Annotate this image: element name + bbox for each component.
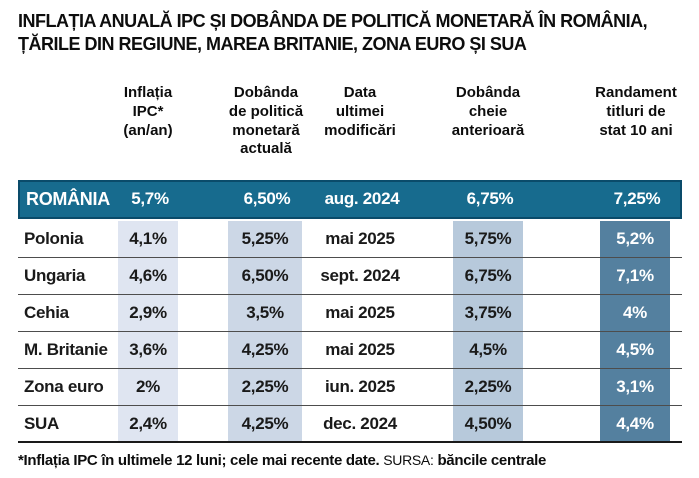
country-label: Cehia — [24, 303, 69, 322]
inflation-value: 4,6% — [129, 266, 167, 285]
bond-yield-value: 7,1% — [616, 266, 654, 285]
bond-yield-value: 5,2% — [616, 229, 654, 248]
table-row: Cehia 2,9% 3,5% mai 2025 3,75% 4% — [18, 295, 682, 332]
country-label: ROMÂNIA — [26, 189, 110, 209]
previous-rate-value: 6,75% — [464, 266, 512, 285]
current-rate-value: 6,50% — [241, 266, 289, 285]
previous-rate-value: 4,50% — [464, 414, 512, 433]
last-change-value: mai 2025 — [325, 340, 395, 359]
column-header-current-rate: Dobânda de politică monetară actuală — [228, 84, 304, 158]
last-change-value: sept. 2024 — [320, 266, 400, 285]
table-row: SUA 2,4% 4,25% dec. 2024 4,50% 4,4% — [18, 406, 682, 443]
column-header-previous-rate: Dobânda cheie anterioară — [451, 84, 525, 139]
last-change-value: dec. 2024 — [323, 414, 397, 433]
table-row: Zona euro 2% 2,25% iun. 2025 2,25% 3,1% — [18, 369, 682, 406]
current-rate-value: 5,25% — [241, 229, 289, 248]
bond-yield-value: 3,1% — [616, 377, 654, 396]
source-label: SURSA: — [383, 452, 434, 468]
country-label: Ungaria — [24, 266, 86, 285]
previous-rate-value: 6,75% — [466, 189, 514, 208]
column-header-bond-yield: Randament titluri de stat 10 ani — [595, 84, 677, 139]
table-body: Polonia 4,1% 5,25% mai 2025 5,75% 5,2% U… — [18, 221, 682, 443]
table-row: M. Britanie 3,6% 4,25% mai 2025 4,5% 4,5… — [18, 332, 682, 369]
table-row-romania: ROMÂNIA 5,7% 6,50% aug. 2024 6,75% 7,25% — [18, 180, 682, 219]
column-band-previous-rate — [453, 221, 523, 443]
previous-rate-value: 5,75% — [464, 229, 512, 248]
current-rate-value: 6,50% — [243, 189, 291, 208]
current-rate-value: 4,25% — [241, 340, 289, 359]
country-label: SUA — [24, 414, 59, 433]
inflation-value: 5,7% — [131, 189, 169, 208]
table-header: Inflația IPC* (an/an) Dobânda de politic… — [18, 84, 682, 180]
current-rate-value: 2,25% — [241, 377, 289, 396]
inflation-value: 2,4% — [129, 414, 167, 433]
last-change-value: aug. 2024 — [324, 189, 400, 208]
previous-rate-value: 2,25% — [464, 377, 512, 396]
country-label: Polonia — [24, 229, 84, 248]
rates-table: Inflația IPC* (an/an) Dobânda de politic… — [18, 84, 682, 443]
footnote: *Inflația IPC în ultimele 12 luni; cele … — [18, 452, 688, 469]
column-band-current-rate — [228, 221, 302, 443]
source-value: băncile centrale — [437, 452, 547, 469]
column-band-inflation — [118, 221, 178, 443]
country-label: M. Britanie — [24, 340, 108, 359]
inflation-value: 3,6% — [129, 340, 167, 359]
current-rate-value: 3,5% — [246, 303, 284, 322]
bond-yield-value: 4,4% — [616, 414, 654, 433]
last-change-value: iun. 2025 — [324, 377, 396, 396]
last-change-value: mai 2025 — [325, 229, 395, 248]
column-header-inflation: Inflația IPC* (an/an) — [123, 84, 173, 139]
inflation-value: 4,1% — [129, 229, 167, 248]
previous-rate-value: 3,75% — [464, 303, 512, 322]
bond-yield-value: 7,25% — [613, 189, 661, 208]
table-row: Polonia 4,1% 5,25% mai 2025 5,75% 5,2% — [18, 221, 682, 258]
footnote-text: *Inflația IPC în ultimele 12 luni; cele … — [18, 452, 380, 469]
current-rate-value: 4,25% — [241, 414, 289, 433]
column-band-bond-yield — [600, 221, 670, 443]
previous-rate-value: 4,5% — [469, 340, 507, 359]
bond-yield-value: 4% — [623, 303, 647, 322]
inflation-value: 2,9% — [129, 303, 167, 322]
page-title: INFLAȚIA ANUALĂ IPC ȘI DOBÂNDA DE POLITI… — [18, 11, 648, 55]
bond-yield-value: 4,5% — [616, 340, 654, 359]
inflation-value: 2% — [136, 377, 160, 396]
column-header-last-change: Data ultimei modificări — [324, 84, 396, 139]
country-label: Zona euro — [24, 377, 104, 396]
last-change-value: mai 2025 — [325, 303, 395, 322]
table-row: Ungaria 4,6% 6,50% sept. 2024 6,75% 7,1% — [18, 258, 682, 295]
